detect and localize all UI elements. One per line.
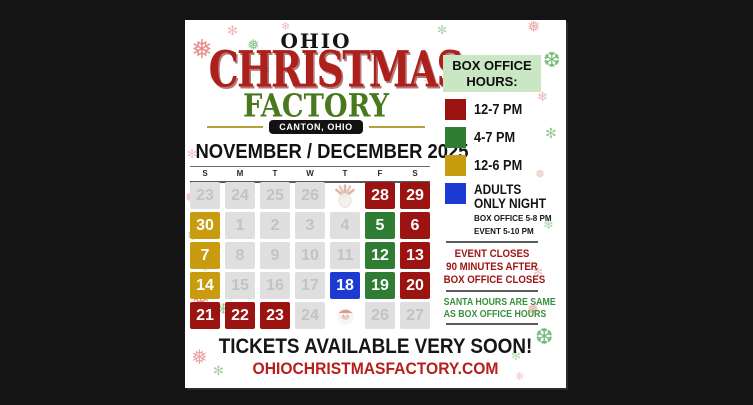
- adults-title-line1: ADULTS: [474, 182, 522, 197]
- legend-item-hours-12-7: 12-7 PM: [445, 99, 545, 120]
- calendar-day-christmas: [330, 302, 360, 329]
- calendar-day: 18: [330, 272, 360, 299]
- calendar-day: 20: [400, 272, 430, 299]
- calendar-day: 11: [330, 242, 360, 269]
- weekday-label: T: [272, 169, 278, 178]
- christmas-factory-flyer: OHIO CHRISTMAS FACTORY CANTON, OHIO NOVE…: [185, 20, 566, 388]
- logo-factory: FACTORY: [242, 88, 390, 125]
- calendar-day: 19: [365, 272, 395, 299]
- calendar-day: 21: [190, 302, 220, 329]
- calendar-day: 27: [400, 302, 430, 329]
- note-line: BOX OFFICE CLOSES: [443, 274, 546, 286]
- legend-items: 12-7 PM 4-7 PM 12-6 PM: [445, 99, 545, 176]
- event-closes-note: EVENT CLOSES 90 MINUTES AFTER BOX OFFICE C…: [443, 248, 546, 287]
- calendar-day: 14: [190, 272, 220, 299]
- weekday-label: T: [342, 169, 348, 178]
- calendar-day: 16: [260, 272, 290, 299]
- hours-12-6-swatch: [445, 155, 466, 176]
- location-label: CANTON, OHIO: [269, 120, 363, 134]
- note-line: EVENT CLOSES: [454, 248, 530, 260]
- logo-ohio: OHIO: [280, 29, 352, 53]
- calendar-day: 30: [190, 212, 220, 239]
- weekday-label: F: [377, 169, 383, 178]
- banner-line-right: [368, 126, 425, 128]
- calendar-day: 6: [400, 212, 430, 239]
- adults-only-swatch: [445, 183, 466, 204]
- panel-divider-3: [446, 323, 538, 325]
- calendar-day: 8: [225, 242, 255, 269]
- calendar-grid: 23 24 25 26 28 29 30 1 2 3 4 5 6 7 8 9 10 11 12 13 14 15 16 17 1…: [190, 182, 430, 329]
- logo-christmas: CHRISTMAS: [208, 40, 464, 99]
- note-line: AS BOX OFFICE HOURS: [443, 309, 547, 320]
- calendar-day: 26: [365, 302, 395, 329]
- panel-divider-1: [446, 241, 538, 243]
- hours-4-7-swatch: [445, 127, 466, 148]
- adults-box-office-hours: BOX OFFICE 5-8 PM: [474, 213, 552, 223]
- legend-label: 12-7 PM: [474, 101, 523, 118]
- calendar-title: NOVEMBER / DECEMBER 2025: [195, 141, 469, 163]
- calendar-day: 12: [365, 242, 395, 269]
- calendar-day-thanksgiving: [330, 182, 360, 209]
- weekday-label: S: [412, 169, 418, 178]
- santa-icon: [336, 308, 354, 325]
- calendar-day: 5: [365, 212, 395, 239]
- calendar-day: 7: [190, 242, 220, 269]
- calendar-day: 17: [295, 272, 325, 299]
- calendar-day: 23: [260, 302, 290, 329]
- adults-only-item: ADULTS ONLY NIGHT BOX OFFICE 5-8 PM EVEN…: [445, 182, 552, 237]
- calendar-day: 13: [400, 242, 430, 269]
- calendar-day: 1: [225, 212, 255, 239]
- calendar-day: 9: [260, 242, 290, 269]
- calendar-day: 4: [330, 212, 360, 239]
- calendar-day: 2: [260, 212, 290, 239]
- weekday-label: M: [236, 169, 244, 178]
- adults-title-line2: ONLY NIGHT: [474, 196, 546, 211]
- calendar-day: 28: [365, 182, 395, 209]
- box-office-legend: 12-7 PM 4-7 PM 12-6 PM ADULTS ONLY NIGHT B…: [445, 99, 552, 237]
- calendar-day: 10: [295, 242, 325, 269]
- website-url: OHIOCHRISTMASFACTORY.COM: [252, 359, 499, 378]
- box-office-hours-header: BOX OFFICE HOURS:: [443, 55, 541, 92]
- location-banner: CANTON, OHIO: [185, 120, 447, 134]
- legend-item-hours-4-7: 4-7 PM: [445, 127, 545, 148]
- adults-event-hours: EVENT 5-10 PM: [474, 226, 534, 236]
- calendar-day: 24: [295, 302, 325, 329]
- calendar-day: 24: [225, 182, 255, 209]
- banner-line-left: [207, 126, 264, 128]
- calendar-day: 3: [295, 212, 325, 239]
- calendar-day: 23: [190, 182, 220, 209]
- note-line: SANTA HOURS ARE SAME: [443, 297, 556, 308]
- tickets-announcement: TICKETS AVAILABLE VERY SOON!: [218, 335, 533, 358]
- calendar-day: 26: [295, 182, 325, 209]
- santa-hours-note: SANTA HOURS ARE SAME AS BOX OFFICE HOURS: [443, 297, 556, 321]
- turkey-icon: [335, 183, 355, 208]
- calendar-day: 15: [225, 272, 255, 299]
- weekday-label: S: [202, 169, 208, 178]
- calendar-day: 29: [400, 182, 430, 209]
- calendar-day: 22: [225, 302, 255, 329]
- calendar-day: 25: [260, 182, 290, 209]
- note-line: 90 MINUTES AFTER: [446, 261, 538, 273]
- weekday-label: W: [306, 169, 314, 178]
- legend-label: 4-7 PM: [474, 129, 516, 146]
- panel-divider-2: [446, 290, 538, 292]
- legend-item-hours-12-6: 12-6 PM: [445, 155, 545, 176]
- legend-label: 12-6 PM: [474, 157, 523, 174]
- hours-12-7-swatch: [445, 99, 466, 120]
